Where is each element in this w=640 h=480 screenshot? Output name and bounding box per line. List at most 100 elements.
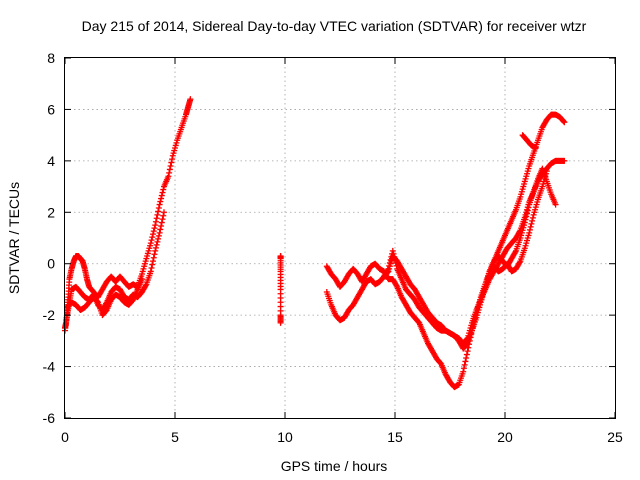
data-point [158, 223, 165, 229]
data-point [460, 368, 467, 375]
x-tick-label: 25 [607, 429, 623, 445]
sdtvar-trace-3 [64, 276, 145, 319]
data-point [532, 145, 539, 151]
data-point [384, 269, 391, 276]
data-point [152, 244, 159, 251]
sdtvar-trace-5 [323, 111, 568, 391]
ticks-layer [64, 57, 616, 419]
y-tick-label: 0 [47, 256, 55, 272]
x-tick-label: 20 [497, 429, 513, 445]
data-point [464, 348, 471, 355]
data-point [526, 229, 533, 236]
data-point [516, 259, 523, 266]
y-tick-label: -4 [43, 359, 56, 375]
tick-labels-layer: 0 5 10 15 20 25 -6 -4 -2 0 2 4 6 8 [43, 50, 623, 445]
data-point [152, 222, 159, 229]
data-point [159, 189, 166, 196]
data-point [149, 234, 156, 241]
data-point [462, 358, 469, 365]
data-point [148, 237, 155, 244]
data-point [523, 213, 530, 220]
y-tick-label: 6 [47, 101, 55, 117]
y-tick-label: 2 [47, 204, 55, 220]
y-tick-label: -2 [43, 307, 56, 323]
data-point [150, 231, 156, 238]
data-point [153, 215, 160, 222]
data-point [389, 247, 396, 254]
y-axis-label: SDTVAR / TECUs [6, 182, 22, 294]
data-point [147, 240, 154, 247]
data-point [156, 229, 163, 236]
data-point [155, 232, 162, 239]
data-point [527, 223, 534, 230]
data-point [393, 282, 400, 289]
data-point [543, 168, 550, 175]
data-point [166, 166, 173, 173]
data-point [525, 204, 532, 211]
x-axis-label: GPS time / hours [281, 458, 388, 474]
data-point [154, 238, 161, 245]
data-point [155, 205, 162, 211]
data-point [159, 216, 166, 223]
x-tick-label: 10 [277, 429, 293, 445]
data-point [165, 173, 172, 180]
data-point [142, 282, 149, 289]
x-tick-label: 5 [171, 429, 179, 445]
data-point [155, 208, 162, 215]
data-point [561, 119, 568, 126]
data-point [149, 261, 156, 268]
data-point [160, 212, 167, 219]
data-point [151, 225, 158, 232]
data-point [158, 195, 165, 202]
data-point [161, 209, 167, 216]
data-point [153, 241, 160, 248]
data-point [528, 220, 535, 227]
data-point [152, 218, 159, 225]
data-point [463, 351, 470, 358]
data-point [524, 210, 530, 217]
data-point [461, 361, 468, 368]
data-point [460, 365, 467, 372]
sdtvar-trace-8 [491, 168, 550, 275]
y-tick-label: -6 [43, 410, 56, 426]
y-tick-label: 4 [47, 153, 55, 169]
data-point [169, 156, 176, 163]
data-point [166, 169, 173, 176]
data-point [150, 228, 157, 235]
data-point [529, 217, 536, 224]
data-point [154, 211, 161, 218]
plot-frame [64, 57, 616, 419]
y-tick-label: 8 [47, 50, 55, 66]
data-point [529, 214, 536, 221]
data-point [552, 201, 559, 208]
data-point [147, 268, 154, 275]
data-point [187, 96, 194, 103]
data-point [561, 157, 568, 164]
data-point [277, 319, 284, 326]
data-point [167, 163, 174, 169]
data-point [521, 219, 528, 226]
data-point [158, 192, 165, 199]
data-point [150, 258, 156, 265]
chart-title: Day 215 of 2014, Sidereal Day-to-day VTE… [82, 18, 587, 34]
data-point [168, 159, 175, 166]
data-point [148, 265, 155, 271]
sdtvar-trace-7 [381, 165, 559, 352]
data-point [151, 251, 158, 258]
data-point [152, 247, 159, 254]
sdtvar-trace-6 [323, 157, 568, 347]
x-tick-label: 0 [61, 429, 69, 445]
data-point [157, 198, 164, 205]
data-point [524, 207, 531, 214]
points-layer [62, 96, 568, 391]
x-tick-label: 15 [387, 429, 403, 445]
data-point [158, 219, 165, 226]
sdtvar-trace-9 [519, 132, 539, 151]
data-point [463, 341, 470, 348]
data-point [157, 226, 164, 233]
data-point [522, 216, 529, 223]
data-point [526, 226, 533, 233]
data-point [139, 276, 145, 283]
